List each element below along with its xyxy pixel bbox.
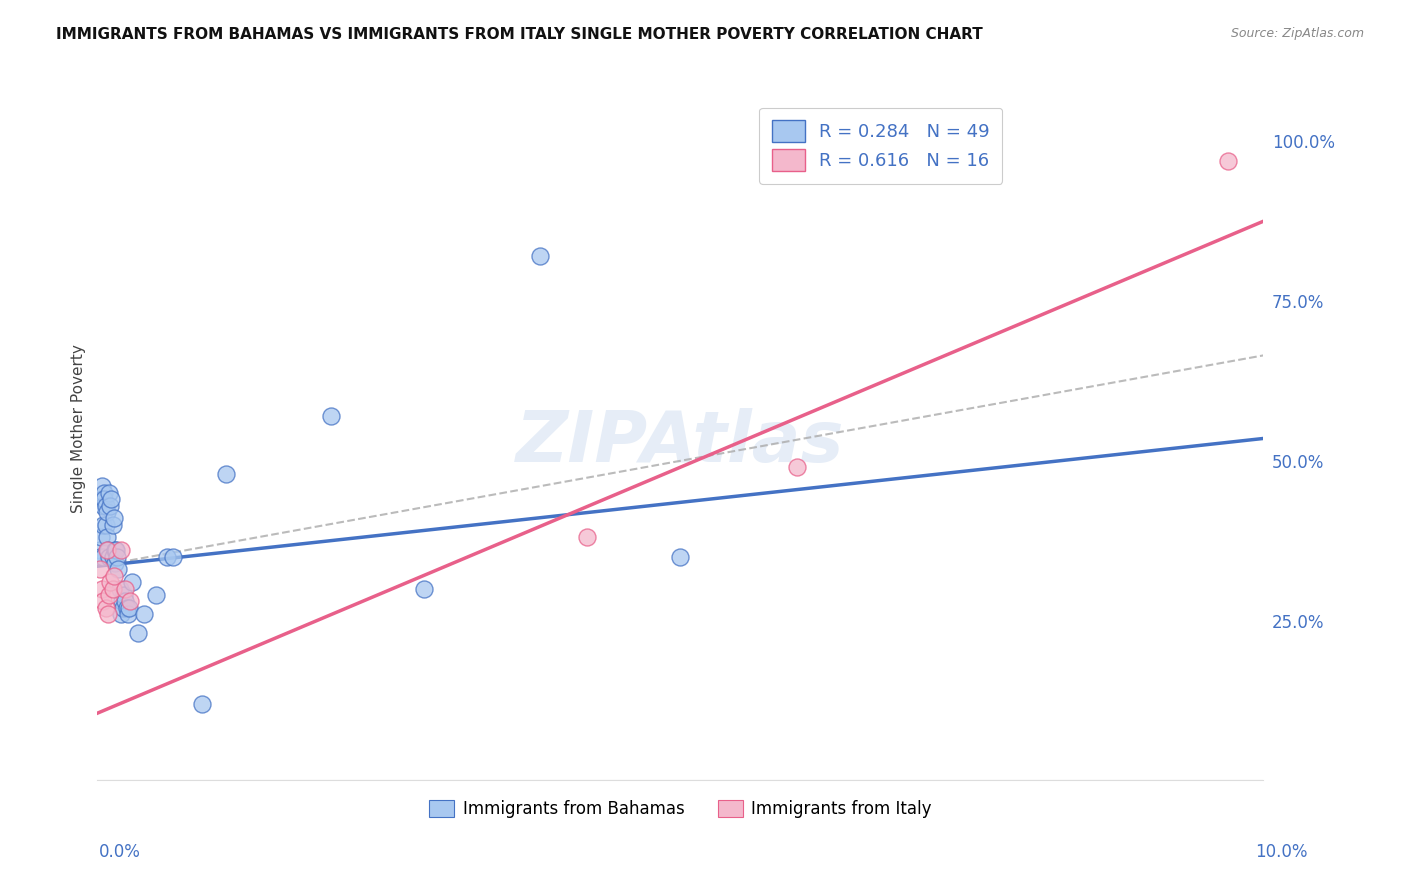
Point bbox=[114, 594, 136, 608]
Point bbox=[98, 575, 121, 590]
Point bbox=[156, 549, 179, 564]
Point bbox=[94, 517, 117, 532]
Point bbox=[91, 517, 114, 532]
Point bbox=[104, 556, 127, 570]
Point bbox=[89, 562, 111, 576]
Text: ZIPAtlas: ZIPAtlas bbox=[516, 409, 845, 477]
Point bbox=[93, 492, 115, 507]
Text: 0.0%: 0.0% bbox=[98, 843, 141, 861]
Point bbox=[89, 549, 111, 564]
Point bbox=[91, 499, 114, 513]
Point bbox=[117, 607, 139, 622]
Point bbox=[118, 594, 141, 608]
Point bbox=[91, 492, 114, 507]
Point bbox=[94, 600, 117, 615]
Point bbox=[101, 517, 124, 532]
Point bbox=[98, 485, 121, 500]
Point bbox=[191, 697, 214, 711]
Point bbox=[111, 594, 134, 608]
Text: IMMIGRANTS FROM BAHAMAS VS IMMIGRANTS FROM ITALY SINGLE MOTHER POVERTY CORRELATI: IMMIGRANTS FROM BAHAMAS VS IMMIGRANTS FR… bbox=[56, 27, 983, 42]
Point bbox=[101, 582, 124, 596]
Point bbox=[121, 575, 143, 590]
Legend: Immigrants from Bahamas, Immigrants from Italy: Immigrants from Bahamas, Immigrants from… bbox=[423, 793, 938, 825]
Point bbox=[97, 543, 120, 558]
Y-axis label: Single Mother Poverty: Single Mother Poverty bbox=[72, 344, 86, 513]
Point bbox=[118, 600, 141, 615]
Point bbox=[96, 505, 118, 519]
Point bbox=[100, 492, 122, 507]
Point bbox=[91, 594, 114, 608]
Point bbox=[103, 511, 125, 525]
Point bbox=[96, 531, 118, 545]
Point bbox=[91, 549, 114, 564]
Point bbox=[669, 549, 692, 564]
Text: Source: ZipAtlas.com: Source: ZipAtlas.com bbox=[1230, 27, 1364, 40]
Text: 10.0%: 10.0% bbox=[1256, 843, 1308, 861]
Point bbox=[576, 531, 599, 545]
Point bbox=[145, 588, 167, 602]
Point bbox=[90, 531, 112, 545]
Point bbox=[96, 543, 118, 558]
Point bbox=[104, 543, 127, 558]
Point bbox=[529, 249, 551, 263]
Point bbox=[844, 153, 866, 168]
Point bbox=[91, 479, 114, 493]
Point bbox=[127, 626, 149, 640]
Point bbox=[98, 588, 121, 602]
Point bbox=[91, 582, 114, 596]
Point bbox=[105, 549, 128, 564]
Point bbox=[107, 562, 129, 576]
Point bbox=[103, 569, 125, 583]
Point bbox=[112, 588, 135, 602]
Point bbox=[94, 499, 117, 513]
Point bbox=[98, 549, 121, 564]
Point bbox=[110, 607, 132, 622]
Point bbox=[162, 549, 184, 564]
Point bbox=[214, 467, 236, 481]
Point bbox=[108, 582, 131, 596]
Point bbox=[1218, 153, 1240, 168]
Point bbox=[97, 607, 120, 622]
Point bbox=[93, 485, 115, 500]
Point bbox=[101, 549, 124, 564]
Point bbox=[105, 543, 128, 558]
Point bbox=[786, 460, 808, 475]
Point bbox=[132, 607, 155, 622]
Point bbox=[115, 600, 138, 615]
Point bbox=[412, 582, 434, 596]
Point bbox=[110, 543, 132, 558]
Point bbox=[98, 499, 121, 513]
Point bbox=[319, 409, 342, 423]
Point bbox=[111, 600, 134, 615]
Point bbox=[114, 582, 136, 596]
Point bbox=[89, 543, 111, 558]
